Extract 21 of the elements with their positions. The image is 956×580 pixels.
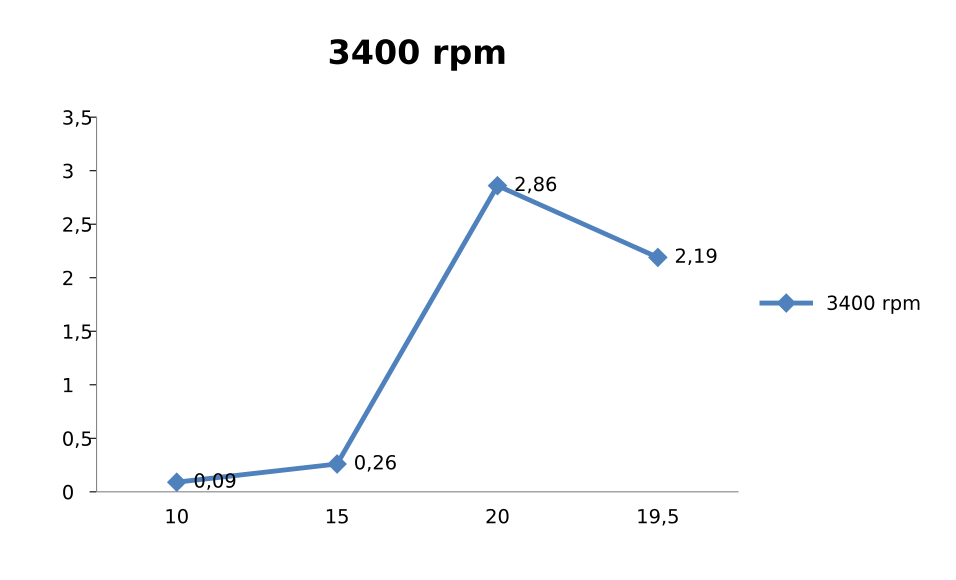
point <box>167 472 186 492</box>
x-tick-label: 10 <box>166 508 188 524</box>
y-tick-label: 1,5 <box>64 324 92 341</box>
legend-label: 3400 rpm <box>828 295 920 314</box>
y-tick-label: 3 <box>63 164 73 178</box>
x-tick-label: 19,5 <box>638 508 678 526</box>
y-tick-label: 0,5 <box>63 431 92 448</box>
data-label: 0,26 <box>355 454 396 472</box>
y-tick-label: 2 <box>63 270 72 286</box>
point <box>488 176 508 196</box>
y-tick-label: 2,5 <box>63 217 92 234</box>
y-tick-label: 1 <box>64 378 72 392</box>
data-label: 2,86 <box>516 176 556 194</box>
y-tick-label: 0 <box>63 484 73 500</box>
data-label: 2,19 <box>676 248 716 266</box>
x-tick-label: 20 <box>486 508 509 524</box>
y-tick-label: 3,5 <box>63 110 92 127</box>
point <box>328 454 347 474</box>
point <box>648 248 668 267</box>
x-tick-label: 15 <box>326 509 348 524</box>
chart-title: 3400 rpm <box>330 39 504 71</box>
